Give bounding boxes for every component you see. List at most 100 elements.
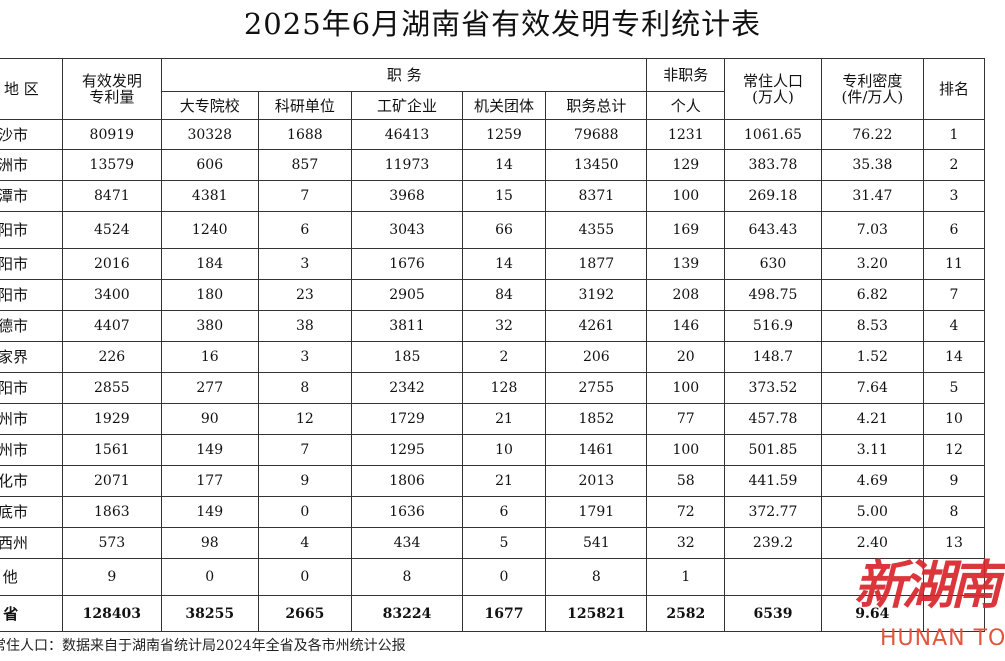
cell-service-total: 1852 (545, 403, 648, 435)
cell-univ: 380 (160, 310, 259, 342)
cell-total: 2855 (61, 372, 162, 404)
cell-univ: 184 (160, 248, 259, 280)
header-population-line1: 常住人口 (742, 72, 803, 90)
cell-service-total: 8371 (545, 180, 648, 212)
cell-research: 7 (257, 434, 353, 466)
cell-research: 7 (257, 180, 353, 212)
cell-research: 9 (257, 465, 353, 497)
cell-population: 372.77 (724, 496, 822, 528)
watermark-logo: 新湖南 (854, 556, 1002, 616)
cell-service-total: 3192 (545, 279, 648, 311)
header-population: 常住人口 (万人) (724, 58, 822, 120)
cell-population: 457.78 (724, 403, 822, 435)
cell-service-total: 2755 (545, 372, 648, 404)
cell-univ: 90 (160, 403, 259, 435)
cell-density: 2.40 (820, 527, 924, 559)
watermark-caption: HUNAN TODAY (880, 626, 1005, 651)
cell-region: 永州市 (0, 434, 63, 466)
total-row: 全 省1284033825526658322416771258212582653… (0, 595, 986, 632)
cell-industry: 3043 (351, 211, 463, 249)
cell-personal: 72 (646, 496, 726, 528)
cell-region: 邵阳市 (0, 248, 63, 280)
cell-service-total: 541 (545, 527, 648, 559)
cell-univ: 177 (160, 465, 259, 497)
cell-service-total: 206 (545, 341, 648, 373)
cell-industry: 2905 (351, 279, 463, 311)
cell-gov: 32 (461, 310, 547, 342)
cell-density: 4.69 (820, 465, 924, 497)
cell-rank: 12 (922, 434, 986, 466)
cell-total: 8471 (61, 180, 162, 212)
cell-research: 0 (257, 496, 353, 528)
cell-density: 7.64 (820, 372, 924, 404)
cell-research: 6 (257, 211, 353, 249)
table-row: 岳阳市3400180232905843192208498.756.827 (0, 279, 986, 311)
cell-research: 12 (257, 403, 353, 435)
cell-personal: 58 (646, 465, 726, 497)
cell-total: 9 (61, 558, 162, 596)
cell-density: 1.52 (820, 341, 924, 373)
cell-personal: 1231 (646, 119, 726, 150)
cell-industry: 1295 (351, 434, 463, 466)
cell-density: 8.53 (820, 310, 924, 342)
cell-population: 441.59 (724, 465, 822, 497)
cell-personal: 100 (646, 372, 726, 404)
header-patents-line2: 专利量 (89, 88, 135, 106)
cell-region: 其 他 (0, 558, 63, 596)
cell-density: 76.22 (820, 119, 924, 150)
cell-univ: 149 (160, 434, 259, 466)
total-cell-population: 6539 (724, 595, 822, 632)
cell-population: 1061.65 (724, 119, 822, 150)
cell-rank: 13 (922, 527, 986, 559)
cell-industry: 46413 (351, 119, 463, 150)
cell-industry: 1806 (351, 465, 463, 497)
cell-population: 501.85 (724, 434, 822, 466)
table-row: 长沙市809193032816884641312597968812311061.… (0, 119, 986, 150)
total-cell-univ: 38255 (160, 595, 259, 632)
cell-gov: 66 (461, 211, 547, 249)
cell-density: 3.11 (820, 434, 924, 466)
table-row: 益阳市2855277823421282755100373.527.645 (0, 372, 986, 404)
header-sub-research: 科研单位 (257, 91, 353, 120)
cell-density: 7.03 (820, 211, 924, 249)
cell-total: 226 (61, 341, 162, 373)
cell-total: 2016 (61, 248, 162, 280)
cell-research: 38 (257, 310, 353, 342)
cell-research: 23 (257, 279, 353, 311)
cell-rank: 14 (922, 341, 986, 373)
cell-research: 0 (257, 558, 353, 596)
cell-univ: 4381 (160, 180, 259, 212)
cell-research: 8 (257, 372, 353, 404)
cell-industry: 2342 (351, 372, 463, 404)
header-sub-government: 机关团体 (461, 91, 547, 120)
total-cell-density: 9.64 (820, 595, 924, 632)
cell-personal: 77 (646, 403, 726, 435)
header-sub-service-total: 职务总计 (545, 91, 648, 120)
header-non-service: 非职务 (646, 58, 726, 92)
cell-gov: 14 (461, 149, 547, 181)
cell-industry: 434 (351, 527, 463, 559)
cell-gov: 2 (461, 341, 547, 373)
cell-service-total: 4261 (545, 310, 648, 342)
total-cell-personal: 2582 (646, 595, 726, 632)
cell-region: 怀化市 (0, 465, 63, 497)
cell-service-total: 4355 (545, 211, 648, 249)
cell-density: 35.38 (820, 149, 924, 181)
cell-industry: 3811 (351, 310, 463, 342)
cell-research: 3 (257, 341, 353, 373)
cell-total: 80919 (61, 119, 162, 150)
cell-rank: 7 (922, 279, 986, 311)
footnote: 常住人口：数据来自于湖南省统计局2024年全省及各市州统计公报 (0, 638, 406, 654)
cell-gov: 15 (461, 180, 547, 212)
cell-gov: 10 (461, 434, 547, 466)
cell-gov: 21 (461, 465, 547, 497)
cell-service-total: 13450 (545, 149, 648, 181)
cell-total: 4407 (61, 310, 162, 342)
total-cell-research: 2665 (257, 595, 353, 632)
cell-personal: 1 (646, 558, 726, 596)
total-cell-service-total: 125821 (545, 595, 648, 632)
